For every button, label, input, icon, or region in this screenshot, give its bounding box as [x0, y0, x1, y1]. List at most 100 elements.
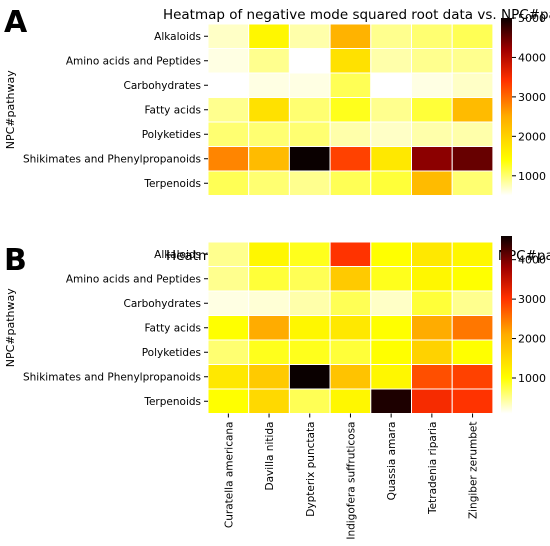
heatmap-cell — [370, 121, 412, 147]
heatmap-cell — [329, 48, 372, 74]
x-tick-label: Indigofera suffruticosa — [345, 422, 357, 540]
colorbar — [501, 18, 512, 196]
heatmap-cell — [451, 72, 494, 98]
y-tick-label: Carbohydrates — [123, 80, 201, 92]
heatmap-cell — [411, 315, 453, 341]
heatmap-cell — [451, 146, 494, 172]
heatmap-cell — [207, 339, 250, 365]
heatmap-cell — [451, 388, 494, 414]
heatmap-cell — [329, 388, 372, 414]
y-tick-label: Polyketides — [142, 129, 201, 141]
heatmap-cell — [329, 72, 372, 98]
heatmap-cell — [451, 339, 494, 365]
heatmap-cell — [451, 290, 494, 316]
heatmap-cell — [370, 72, 412, 98]
colorbar-tick-label: 2000 — [518, 130, 546, 143]
heatmap-cell — [207, 315, 250, 341]
colorbar-tick-label: 4000 — [518, 254, 546, 267]
y-tick-label: Shikimates and Phenylpropanoids — [23, 153, 201, 165]
heatmap-cell — [288, 48, 331, 74]
heatmap-cell — [248, 48, 290, 74]
heatmap-cell — [411, 388, 453, 414]
heatmap-cell — [288, 170, 331, 196]
heatmap-cell — [207, 290, 250, 316]
heatmap-cell — [370, 339, 412, 365]
heatmap-cell — [288, 290, 331, 316]
heatmap-cell — [370, 170, 412, 196]
y-axis-label: NPC#pathway — [4, 288, 17, 368]
y-axis-label: NPC#pathway — [4, 70, 17, 150]
heatmap-cell — [411, 364, 453, 390]
heatmap-cell — [248, 364, 290, 390]
heatmap-cell — [207, 388, 250, 414]
heatmap-cell — [329, 121, 372, 147]
heatmap-cell — [451, 97, 494, 123]
colorbar-tick-label: 2000 — [518, 333, 546, 346]
heatmap-panel-a: A Heatmap of negative mode squared root d… — [4, 5, 550, 196]
heatmap-cell — [411, 23, 453, 49]
heatmap-cell — [451, 121, 494, 147]
colorbar-tick-label: 5000 — [518, 12, 546, 25]
heatmap-cell — [329, 23, 372, 49]
heatmap-cell — [288, 146, 331, 172]
y-tick-label: Amino acids and Peptides — [66, 273, 201, 285]
x-tick-label: Zingiber zerumbet — [468, 422, 480, 520]
heatmap-cell — [207, 23, 250, 49]
y-tick-label: Fatty acids — [144, 104, 201, 116]
heatmap-cell — [288, 339, 331, 365]
heatmap-cell — [329, 339, 372, 365]
heatmap-cell — [329, 97, 372, 123]
colorbar-tick-label: 3000 — [518, 91, 546, 104]
heatmap-cell — [207, 121, 250, 147]
colorbar — [501, 236, 512, 414]
x-tick-label: Dypterix punctata — [305, 422, 317, 517]
heatmap-cell — [248, 170, 290, 196]
heatmap-cell — [411, 146, 453, 172]
x-tick-label: Quassia amara — [386, 422, 398, 501]
heatmap-cell — [411, 339, 453, 365]
heatmap-cell — [288, 121, 331, 147]
heatmap-cell — [207, 170, 250, 196]
chart-title: Heatmap of negative mode squared root da… — [163, 7, 550, 23]
heatmap-cell — [411, 97, 453, 123]
heatmap-cell — [288, 266, 331, 292]
heatmap-cell — [451, 23, 494, 49]
heatmap-cell — [288, 23, 331, 49]
heatmap-cell — [370, 97, 412, 123]
colorbar-tick-label: 4000 — [518, 51, 546, 64]
heatmap-cell — [288, 72, 331, 98]
heatmap-cell — [248, 146, 290, 172]
heatmap-cell — [451, 315, 494, 341]
panel-label: A — [4, 5, 28, 40]
heatmap-cell — [329, 290, 372, 316]
colorbar-tick-label: 3000 — [518, 293, 546, 306]
heatmap-cell — [248, 290, 290, 316]
heatmap-cell — [451, 48, 494, 74]
heatmap-cell — [248, 388, 290, 414]
heatmap-cell — [207, 48, 250, 74]
heatmap-cell — [288, 97, 331, 123]
heatmap-cell — [370, 241, 412, 267]
heatmap-cell — [248, 23, 290, 49]
panel-label: B — [4, 243, 27, 278]
y-tick-label: Terpenoids — [143, 178, 201, 190]
y-tick-label: Terpenoids — [143, 396, 201, 408]
heatmap-cell — [288, 241, 331, 267]
heatmap-cell — [248, 121, 290, 147]
colorbar-tick-label: 1000 — [518, 372, 546, 385]
y-tick-label: Shikimates and Phenylpropanoids — [23, 371, 201, 383]
y-tick-label: Carbohydrates — [123, 298, 201, 310]
x-tick-label: Davilla nitida — [264, 422, 276, 491]
heatmap-cell — [248, 97, 290, 123]
heatmap-cell — [288, 388, 331, 414]
heatmap-cell — [411, 48, 453, 74]
heatmap-cell — [248, 315, 290, 341]
heatmap-cell — [411, 241, 453, 267]
x-tick-label: Tetradenia riparia — [427, 421, 439, 514]
y-tick-label: Fatty acids — [144, 322, 201, 334]
heatmap-cell — [411, 290, 453, 316]
heatmap-cell — [288, 315, 331, 341]
heatmap-cell — [207, 97, 250, 123]
